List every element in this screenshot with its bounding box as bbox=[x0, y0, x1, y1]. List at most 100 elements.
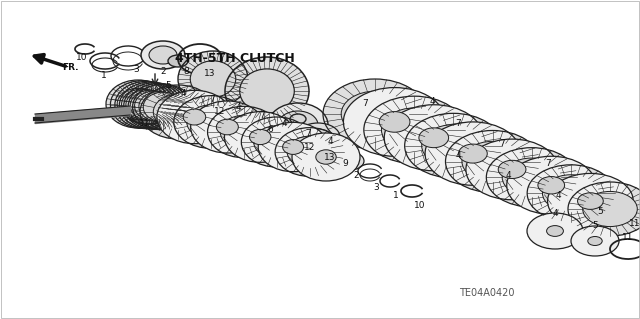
Text: 7: 7 bbox=[209, 94, 215, 103]
Ellipse shape bbox=[292, 133, 360, 181]
Ellipse shape bbox=[183, 109, 205, 125]
Ellipse shape bbox=[220, 115, 268, 149]
Ellipse shape bbox=[128, 84, 189, 130]
Ellipse shape bbox=[124, 83, 186, 129]
Ellipse shape bbox=[548, 174, 633, 229]
Text: 5: 5 bbox=[592, 221, 598, 231]
Text: 5: 5 bbox=[165, 80, 171, 90]
Text: 4: 4 bbox=[555, 191, 561, 201]
Ellipse shape bbox=[384, 105, 483, 171]
Ellipse shape bbox=[287, 136, 332, 168]
Ellipse shape bbox=[168, 55, 188, 67]
Ellipse shape bbox=[119, 82, 182, 129]
Ellipse shape bbox=[538, 176, 564, 194]
Ellipse shape bbox=[486, 148, 577, 207]
Ellipse shape bbox=[341, 91, 409, 137]
Text: 10: 10 bbox=[414, 202, 426, 211]
Ellipse shape bbox=[143, 92, 183, 122]
Text: FR.: FR. bbox=[62, 63, 79, 71]
Text: 13: 13 bbox=[204, 69, 216, 78]
Text: 10: 10 bbox=[76, 54, 88, 63]
Ellipse shape bbox=[139, 92, 179, 122]
Ellipse shape bbox=[568, 182, 640, 236]
Ellipse shape bbox=[459, 144, 487, 163]
Text: 4: 4 bbox=[429, 97, 435, 106]
Ellipse shape bbox=[425, 122, 521, 185]
Ellipse shape bbox=[577, 193, 604, 209]
Ellipse shape bbox=[445, 130, 540, 192]
Ellipse shape bbox=[141, 41, 185, 69]
Ellipse shape bbox=[588, 236, 602, 246]
Text: 1: 1 bbox=[101, 70, 107, 79]
Text: 4TH-5TH CLUTCH: 4TH-5TH CLUTCH bbox=[175, 53, 295, 65]
Ellipse shape bbox=[157, 90, 232, 144]
Text: 7: 7 bbox=[455, 118, 461, 128]
Text: 11: 11 bbox=[629, 219, 640, 228]
Ellipse shape bbox=[191, 101, 264, 153]
Ellipse shape bbox=[466, 139, 558, 200]
Text: 7: 7 bbox=[305, 129, 311, 137]
Text: 3: 3 bbox=[373, 182, 379, 191]
Ellipse shape bbox=[174, 96, 248, 148]
Ellipse shape bbox=[240, 69, 294, 113]
Ellipse shape bbox=[190, 61, 236, 97]
Text: 7: 7 bbox=[499, 138, 505, 147]
Text: 13: 13 bbox=[324, 152, 336, 161]
Ellipse shape bbox=[187, 105, 235, 139]
Ellipse shape bbox=[106, 80, 170, 128]
Ellipse shape bbox=[241, 117, 312, 167]
Ellipse shape bbox=[323, 79, 427, 149]
Text: 4: 4 bbox=[455, 152, 461, 160]
Text: 4: 4 bbox=[281, 120, 287, 129]
Ellipse shape bbox=[225, 112, 296, 162]
Ellipse shape bbox=[207, 106, 280, 158]
Ellipse shape bbox=[547, 226, 563, 236]
Ellipse shape bbox=[571, 226, 619, 256]
Ellipse shape bbox=[527, 213, 583, 249]
Text: 4: 4 bbox=[505, 172, 511, 181]
Ellipse shape bbox=[126, 90, 167, 120]
Ellipse shape bbox=[507, 156, 596, 214]
Ellipse shape bbox=[527, 165, 614, 221]
Ellipse shape bbox=[462, 141, 523, 182]
Ellipse shape bbox=[275, 128, 344, 176]
Ellipse shape bbox=[149, 46, 177, 64]
Ellipse shape bbox=[336, 152, 364, 170]
Ellipse shape bbox=[498, 160, 526, 179]
Ellipse shape bbox=[422, 125, 485, 167]
Ellipse shape bbox=[316, 150, 336, 164]
Ellipse shape bbox=[258, 122, 328, 172]
Ellipse shape bbox=[344, 88, 445, 156]
Text: 3: 3 bbox=[133, 65, 139, 75]
Ellipse shape bbox=[140, 85, 216, 139]
Text: 4: 4 bbox=[327, 137, 333, 145]
Ellipse shape bbox=[278, 111, 318, 139]
Ellipse shape bbox=[253, 126, 300, 158]
Text: 2: 2 bbox=[353, 172, 359, 181]
Text: 6: 6 bbox=[267, 124, 273, 133]
Ellipse shape bbox=[419, 128, 449, 148]
Ellipse shape bbox=[543, 175, 599, 211]
Ellipse shape bbox=[154, 94, 203, 130]
Text: 7: 7 bbox=[362, 100, 368, 108]
Ellipse shape bbox=[111, 81, 174, 128]
Text: 5: 5 bbox=[597, 207, 603, 217]
Ellipse shape bbox=[342, 156, 358, 166]
Text: 12: 12 bbox=[304, 143, 316, 152]
Ellipse shape bbox=[582, 191, 637, 226]
Ellipse shape bbox=[364, 96, 465, 164]
Text: 11: 11 bbox=[622, 233, 634, 241]
Text: 4: 4 bbox=[180, 90, 186, 99]
Ellipse shape bbox=[130, 90, 171, 121]
Ellipse shape bbox=[122, 89, 163, 120]
Text: 4: 4 bbox=[235, 103, 241, 113]
Text: 4: 4 bbox=[552, 210, 558, 219]
Ellipse shape bbox=[315, 138, 351, 160]
Ellipse shape bbox=[115, 81, 178, 129]
Ellipse shape bbox=[381, 108, 447, 152]
Text: 1: 1 bbox=[393, 191, 399, 201]
Text: 9: 9 bbox=[342, 160, 348, 168]
Text: 2: 2 bbox=[160, 66, 166, 76]
Ellipse shape bbox=[268, 103, 328, 147]
Text: 7: 7 bbox=[545, 159, 551, 167]
